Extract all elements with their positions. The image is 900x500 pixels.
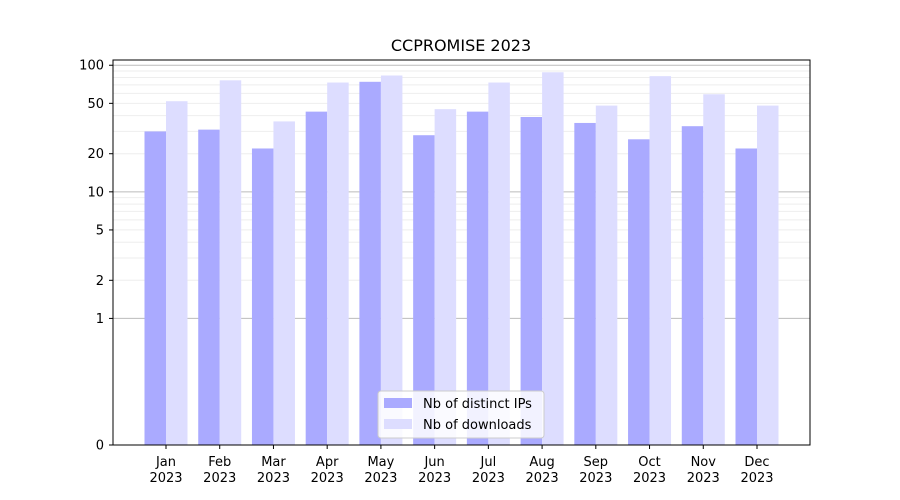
x-tick-label: Jun <box>423 455 444 470</box>
chart-title: CCPROMISE 2023 <box>391 36 531 55</box>
legend-label: Nb of distinct IPs <box>423 397 532 412</box>
y-tick-label: 20 <box>87 147 104 162</box>
bar-downloads <box>542 72 564 446</box>
x-tick-label: 2023 <box>579 471 612 486</box>
y-tick-label: 0 <box>96 439 104 454</box>
bar-distinct-ips <box>144 131 166 445</box>
bar-distinct-ips <box>628 139 650 445</box>
x-tick-label: Oct <box>638 455 660 470</box>
x-axis: Jan2023Feb2023Mar2023Apr2023May2023Jun20… <box>149 445 774 486</box>
y-tick-label: 10 <box>87 185 104 200</box>
y-tick-label: 50 <box>87 97 104 112</box>
bar-distinct-ips <box>520 117 543 446</box>
bars <box>144 72 779 446</box>
x-tick-label: 2023 <box>311 471 344 486</box>
bar-downloads <box>757 105 779 446</box>
legend-swatch <box>384 419 412 429</box>
bar-distinct-ips <box>305 111 328 445</box>
bar-distinct-ips <box>359 81 381 445</box>
legend-swatch <box>384 398 412 408</box>
bar-downloads <box>273 121 295 445</box>
x-tick-label: 2023 <box>257 471 290 486</box>
bar-downloads <box>595 105 618 446</box>
x-tick-label: 2023 <box>364 471 397 486</box>
y-tick-label: 5 <box>96 223 104 238</box>
x-tick-label: 2023 <box>472 471 505 486</box>
bar-distinct-ips <box>681 126 704 446</box>
x-tick-label: Nov <box>691 455 717 470</box>
x-tick-label: Feb <box>208 455 231 470</box>
y-tick-label: 2 <box>96 274 104 289</box>
y-tick-label: 100 <box>79 59 104 74</box>
bar-distinct-ips <box>251 148 274 445</box>
x-tick-label: Aug <box>529 455 554 470</box>
x-tick-label: 2023 <box>418 471 451 486</box>
x-tick-label: Mar <box>261 455 286 470</box>
legend-box <box>377 390 545 439</box>
x-tick-label: Dec <box>744 455 769 470</box>
bar-distinct-ips <box>198 129 220 445</box>
x-tick-label: 2023 <box>633 471 666 486</box>
bar-distinct-ips <box>413 135 435 445</box>
x-tick-label: 2023 <box>203 471 236 486</box>
bar-distinct-ips <box>466 111 489 445</box>
bar-downloads <box>219 80 242 446</box>
bar-downloads <box>488 82 510 445</box>
bar-downloads <box>434 109 457 446</box>
bar-distinct-ips <box>574 122 596 445</box>
x-tick-label: 2023 <box>740 471 773 486</box>
bar-downloads <box>703 94 725 446</box>
x-tick-label: 2023 <box>526 471 559 486</box>
bar-downloads <box>649 76 672 446</box>
plot-area-frame <box>112 59 811 446</box>
x-tick-label: Sep <box>584 455 609 470</box>
x-tick-label: Jan <box>155 455 176 470</box>
bar-downloads <box>166 101 188 446</box>
bar-distinct-ips <box>735 148 757 445</box>
x-tick-label: May <box>367 455 394 470</box>
bar-downloads <box>380 75 403 446</box>
legend-label: Nb of downloads <box>423 418 532 433</box>
y-tick-label: 1 <box>96 312 104 327</box>
x-tick-label: 2023 <box>149 471 182 486</box>
legend: Nb of distinct IPs Nb of downloads <box>377 390 545 439</box>
x-tick-label: Apr <box>316 455 339 470</box>
bar-downloads <box>327 82 349 445</box>
y-axis: 0 1 2 5 10 20 50 100 <box>79 59 113 454</box>
x-tick-label: 2023 <box>687 471 720 486</box>
x-tick-label: Jul <box>480 455 497 470</box>
